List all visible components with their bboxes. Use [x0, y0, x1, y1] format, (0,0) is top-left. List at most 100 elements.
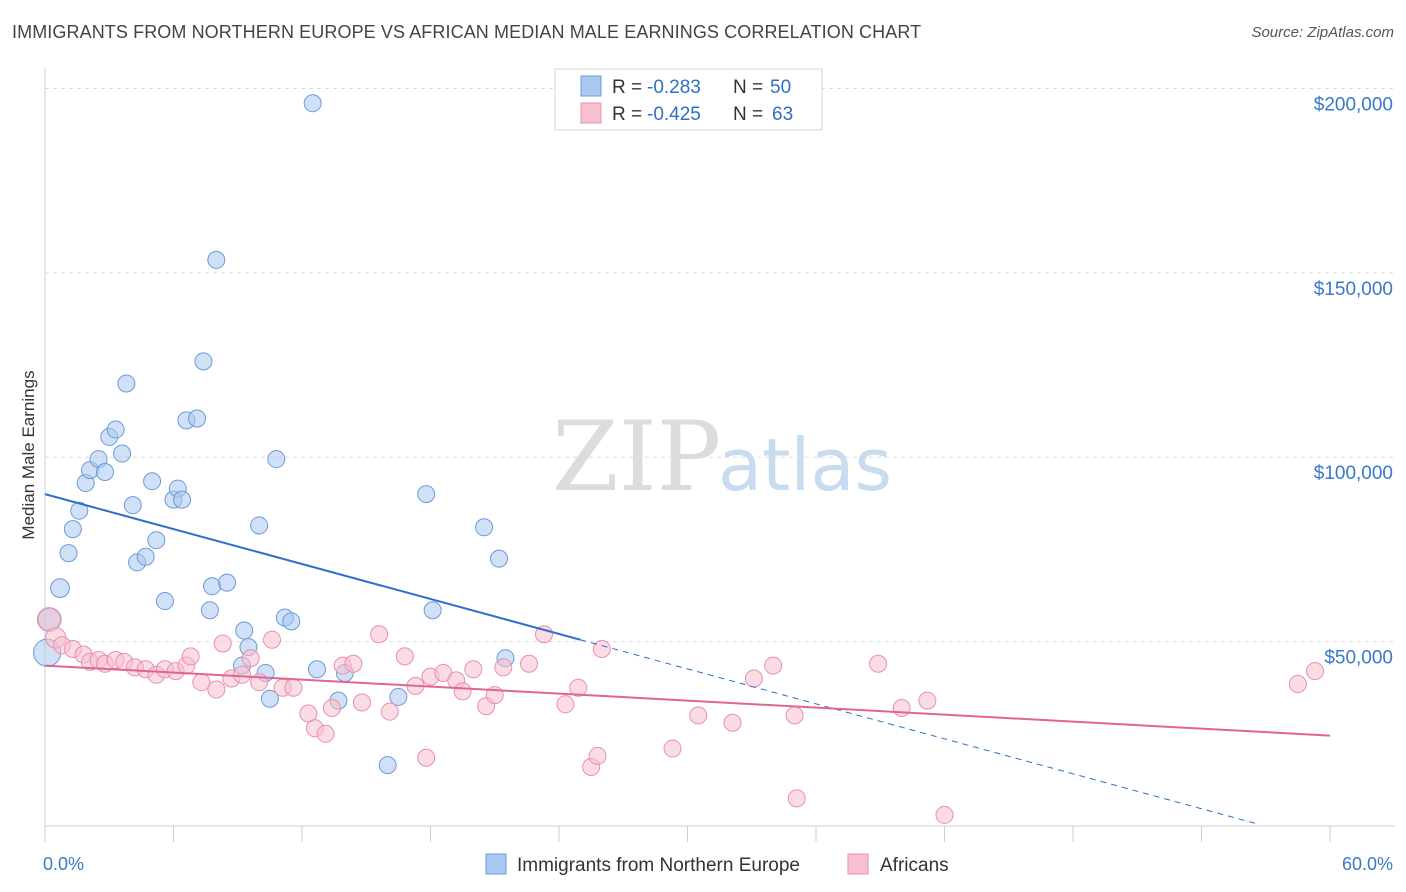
x-tick-labels: 0.0% 60.0% — [43, 854, 1393, 874]
northern-europe-point — [117, 374, 136, 393]
legend-top: R = -0.283 N = 50 R = -0.425 N = 63 — [554, 68, 823, 131]
y-tick-label: $150,000 — [1314, 279, 1393, 300]
northern-europe-point — [123, 496, 142, 515]
chart-title: IMMIGRANTS FROM NORTHERN EUROPE VS AFRIC… — [12, 22, 922, 42]
africans-point — [494, 658, 513, 677]
northern-europe-point — [173, 490, 192, 509]
africans-point — [241, 649, 260, 668]
y-axis-title: Median Male Earnings — [19, 370, 38, 539]
legend-n-label-2: N = — [733, 104, 763, 125]
africans-point — [417, 748, 436, 767]
africans-point — [181, 647, 200, 666]
africans-point — [1288, 675, 1307, 694]
africans-point — [233, 665, 252, 684]
africans-point — [192, 673, 211, 692]
africans-point — [764, 656, 783, 675]
northern-europe-point — [378, 756, 397, 775]
legend-n-value-1: 50 — [770, 77, 791, 98]
northern-europe-point — [143, 472, 162, 491]
northern-europe-point — [50, 578, 70, 598]
northern-europe-point — [194, 352, 213, 371]
axes — [44, 68, 1395, 842]
legend-n-value-2: 63 — [772, 104, 793, 125]
africans-point — [787, 789, 806, 808]
northern-europe-point — [200, 601, 219, 620]
legend-swatch-series-2 — [580, 102, 602, 124]
africans-point — [689, 706, 708, 725]
northern-europe-point — [188, 409, 207, 428]
legend-bottom-swatch-2 — [847, 853, 869, 875]
northern-europe-point — [260, 689, 279, 708]
africans-point — [322, 698, 341, 717]
watermark: ZIP atlas — [552, 401, 892, 513]
northern-europe-point — [389, 687, 408, 706]
trend-lines — [44, 493, 1331, 824]
africans-point — [284, 678, 303, 697]
africans-point — [663, 739, 682, 758]
africans-point — [344, 654, 363, 673]
legend-swatch-series-1 — [580, 75, 602, 97]
africans-point — [520, 654, 539, 673]
africans-point — [723, 713, 742, 732]
legend-bottom-swatch-1 — [485, 853, 507, 875]
africans-point — [1306, 662, 1325, 681]
legend-r-label-2: R = — [612, 104, 642, 125]
legend-bottom-label-2: Africans — [880, 855, 949, 876]
northern-europe-point — [307, 660, 326, 679]
northern-europe-point — [95, 462, 114, 481]
watermark-atlas: atlas — [718, 423, 892, 507]
africans-point — [869, 654, 888, 673]
northern-europe-point — [59, 544, 78, 563]
africans-point — [935, 805, 954, 824]
northern-europe-point — [250, 516, 269, 535]
northern-europe-point — [475, 518, 494, 537]
africans-point — [918, 691, 937, 710]
legend-r-label-1: R = — [612, 77, 642, 98]
northern-europe-point — [147, 531, 166, 550]
x-tick-label-min: 0.0% — [43, 854, 84, 874]
northern-europe-trend-line — [44, 493, 581, 641]
northern-europe-point — [203, 577, 222, 596]
northern-europe-point — [423, 601, 442, 620]
data-points — [33, 94, 1325, 824]
northern-europe-point — [490, 549, 509, 568]
northern-europe-point — [267, 450, 286, 469]
africans-point — [464, 660, 483, 679]
africans-point — [316, 724, 335, 743]
y-tick-label: $50,000 — [1324, 648, 1393, 669]
northern-europe-point — [106, 420, 125, 439]
chart-source: Source: ZipAtlas.com — [1251, 24, 1394, 41]
y-tick-label: $100,000 — [1314, 463, 1393, 484]
africans-point — [744, 669, 763, 688]
x-tick-label-max: 60.0% — [1342, 854, 1393, 874]
africans-point — [785, 706, 804, 725]
northern-europe-point — [417, 485, 436, 504]
legend-bottom: Immigrants from Northern Europe Africans — [485, 853, 949, 876]
northern-europe-point — [155, 592, 174, 611]
northern-europe-point — [207, 250, 226, 269]
africans-point — [569, 678, 588, 697]
africans-point — [370, 625, 389, 644]
africans-point — [380, 702, 399, 721]
africans-trend-line — [44, 664, 1331, 737]
y-tick-labels: $50,000 $100,000 $150,000 $200,000 — [1314, 94, 1393, 668]
africans-point — [213, 634, 232, 653]
legend-r-value-1: -0.283 — [647, 77, 701, 98]
africans-point — [588, 746, 607, 765]
northern-europe-point — [70, 501, 89, 520]
y-tick-label: $200,000 — [1314, 94, 1393, 115]
grid-lines — [45, 87, 1395, 643]
northern-europe-point — [136, 547, 155, 566]
northern-europe-point — [303, 94, 322, 113]
africans-point — [556, 695, 575, 714]
northern-europe-point — [63, 520, 82, 539]
africans-point — [395, 647, 414, 666]
legend-r-value-2: -0.425 — [647, 104, 701, 125]
africans-point — [453, 682, 472, 701]
africans-point — [592, 639, 611, 658]
africans-point — [352, 693, 371, 712]
northern-europe-trend-extension — [580, 639, 1256, 824]
africans-point — [263, 630, 282, 649]
watermark-zip: ZIP — [552, 401, 721, 513]
